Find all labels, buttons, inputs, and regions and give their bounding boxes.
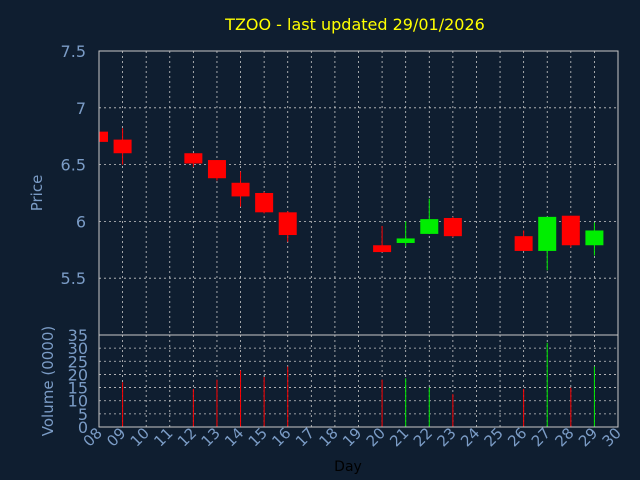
volume-y-tick-label: 5 [78,405,88,424]
candle-body [561,215,580,246]
candle-body [396,238,415,243]
candle-body [99,131,108,142]
price-grid [99,51,618,335]
candle-body [373,245,392,253]
volume-y-tick-label: 25 [68,352,88,371]
candle-body [278,212,297,236]
candle-body [443,217,462,237]
volume-plot-frame [98,334,619,428]
volume-y-tick-label: 15 [68,379,88,398]
price-y-tick-label: 5.5 [61,269,86,288]
candle-body [514,236,533,251]
price-y-tick-label: 7.5 [61,42,86,61]
volume-y-tick-label: 0 [78,418,88,437]
volume-y-tick-label: 35 [68,326,88,345]
price-y-tick-label: 6 [76,212,86,231]
price-axis-label: Price [28,175,46,212]
candle-body [538,216,557,251]
candle-body [420,219,439,234]
candle-body [255,193,274,213]
candle-body [585,230,604,246]
chart-title: TZOO - last updated 29/01/2026 [224,15,485,34]
price-y-tick-label: 6.5 [61,156,86,175]
x-tick-labels: 0809101112131415161718192021222324252627… [80,424,625,450]
candle-body [113,139,132,154]
price-y-tick-label: 7 [76,99,86,118]
x-axis-label: Day [334,459,362,475]
candle-body [231,182,250,197]
volume-y-tick-label: 20 [68,365,88,384]
volume-bars [122,342,595,427]
volume-y-tick-label: 10 [68,392,88,411]
price-candles [98,128,604,271]
price-panel: 5.5 6 6.5 7 7.5 Price [28,42,619,336]
volume-axis-label: Volume (0000) [39,326,57,436]
candle-body [184,153,203,164]
volume-y-tick-label: 30 [68,339,88,358]
candle-body [207,160,226,179]
price-y-tick-labels: 5.5 6 6.5 7 7.5 [61,42,86,288]
